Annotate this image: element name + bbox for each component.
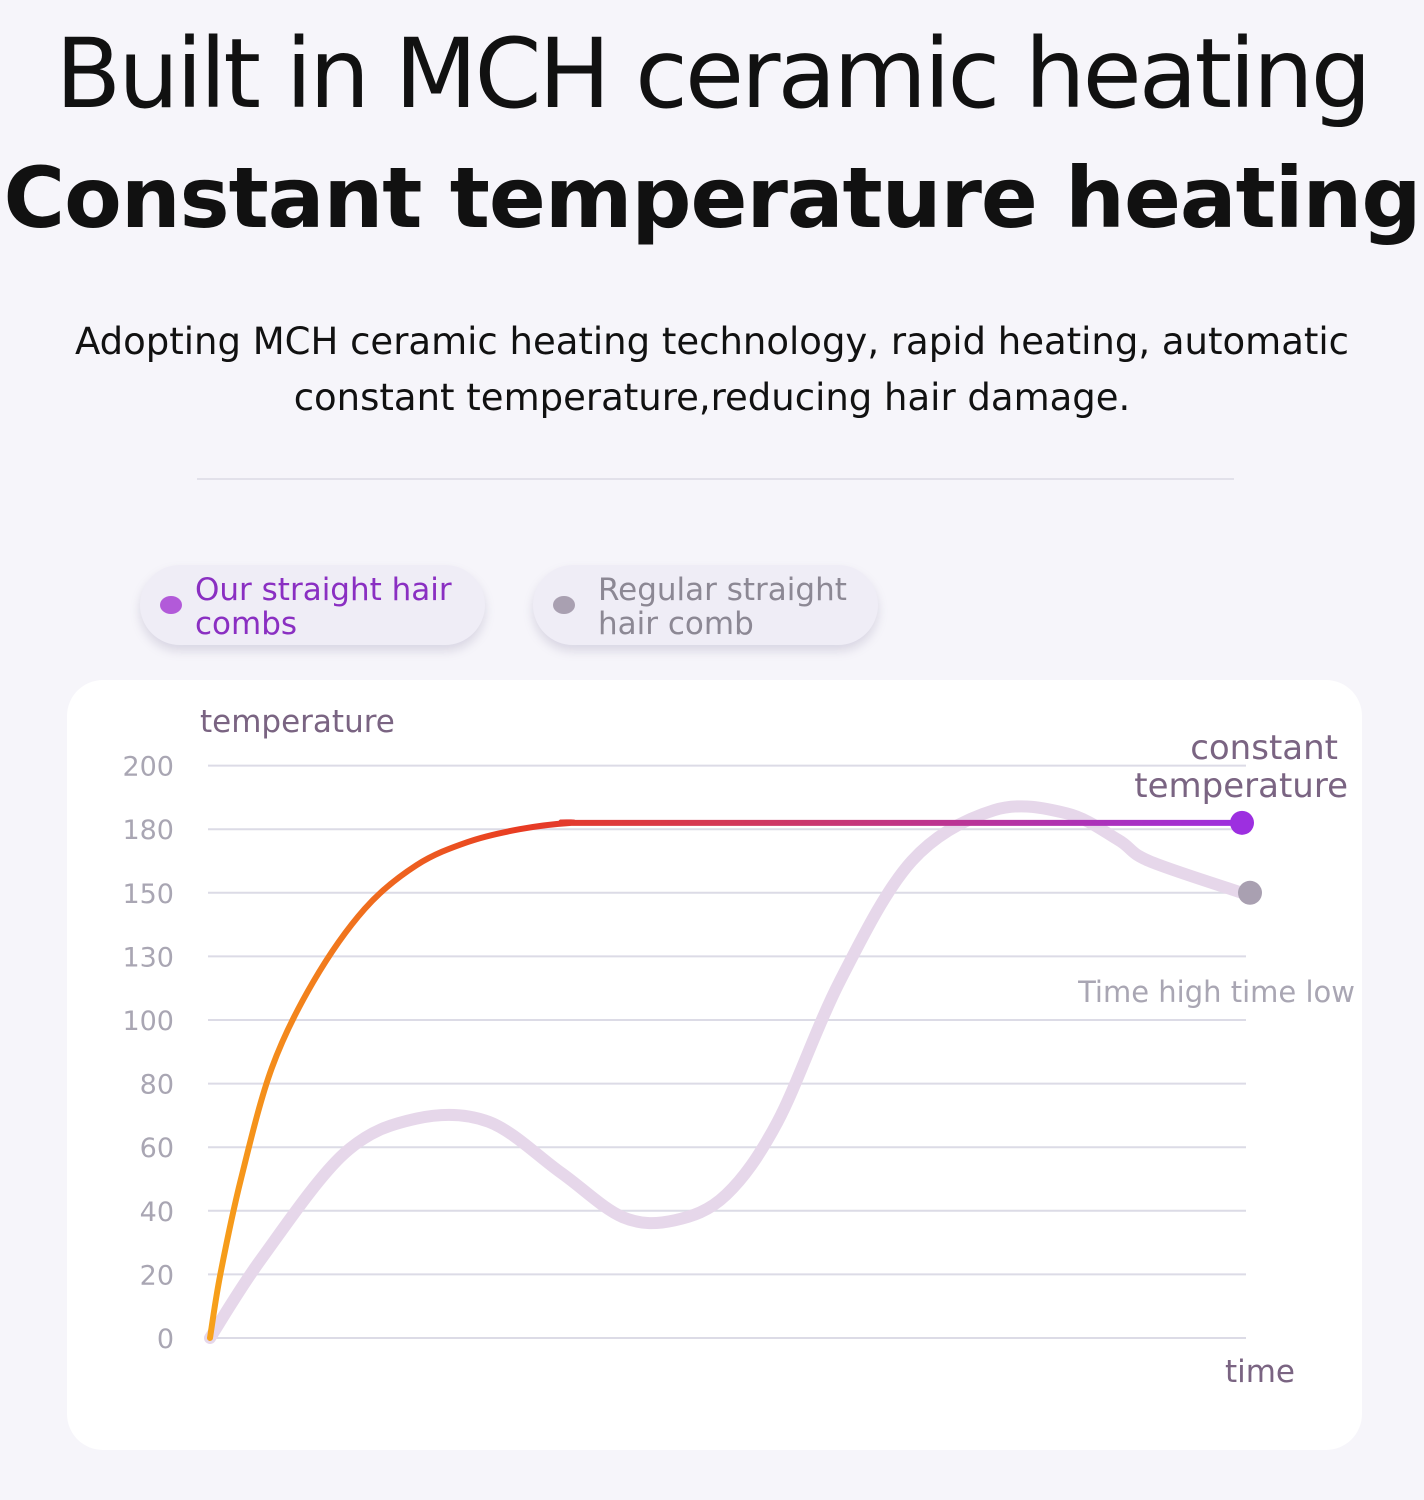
description-line-1: Adopting MCH ceramic heating technology,… (74, 320, 1349, 363)
legend-ours-dot-icon (160, 596, 182, 614)
y-tick-label: 0 (157, 1324, 174, 1355)
divider (197, 478, 1234, 480)
y-tick-label: 150 (122, 879, 174, 910)
subheadline: Constant temperature heating (3, 149, 1422, 247)
description: Adopting MCH ceramic heating technology,… (40, 314, 1384, 426)
annotation-constant: constant (1190, 728, 1338, 768)
description-line-2: constant temperature,reducing hair damag… (293, 376, 1131, 419)
series-ours-end-marker (1230, 810, 1254, 835)
x-axis-label: time (1225, 1354, 1295, 1390)
legend-ours: Our straight hair combs (140, 565, 485, 645)
legend-ours-label: Our straight hair combs (195, 572, 452, 642)
y-axis-label: temperature (200, 704, 395, 740)
series-regular-line (204, 800, 1248, 1344)
legend-regular-dot-icon (553, 596, 575, 614)
y-tick-label: 130 (122, 942, 174, 973)
legend-regular: Regular straight hair comb (533, 565, 878, 645)
annotation-temperature: temperature (1134, 766, 1348, 806)
y-tick-label: 40 (140, 1197, 174, 1228)
y-tick-label: 180 (122, 815, 174, 846)
y-tick-label: 60 (140, 1133, 174, 1164)
y-tick-label: 100 (122, 1006, 174, 1037)
annotation-time-high-low: Time high time low (1077, 975, 1355, 1009)
y-tick-label: 200 (122, 752, 174, 783)
y-tick-label: 80 (140, 1070, 174, 1101)
legend-regular-label: Regular straight hair comb (598, 572, 847, 642)
series-ours-line (207, 819, 1245, 1341)
y-tick-label: 20 (140, 1260, 174, 1291)
headline: Built in MCH ceramic heating (55, 18, 1371, 130)
series-regular-end-marker (1238, 880, 1262, 905)
chart-panel (67, 680, 1362, 1450)
